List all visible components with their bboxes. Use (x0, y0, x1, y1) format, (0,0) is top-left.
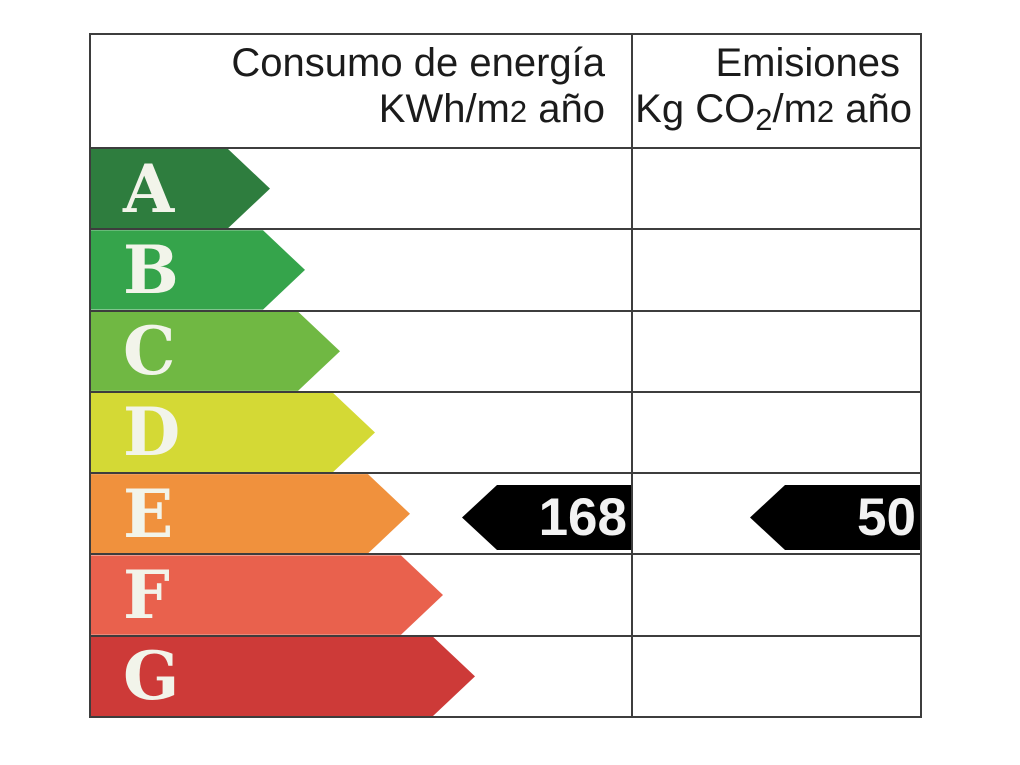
energy-value: 168 (538, 488, 627, 547)
emissions-header-units: Kg CO2/m2 año (633, 86, 912, 137)
emissions-header-title: Emisiones (715, 41, 900, 85)
table-header: Consumo de energía KWh/m2 año Emisiones … (91, 35, 920, 149)
rating-letter-a: A (123, 149, 175, 228)
energy-value-arrow: 168 (462, 485, 631, 550)
energy-header-units: KWh/m2 año (91, 86, 605, 135)
rating-row-c: C (91, 312, 920, 393)
rating-arrow-d: D (91, 393, 375, 472)
rating-arrow-g: G (91, 637, 475, 716)
rating-row-e: E (91, 474, 920, 556)
emissions-column-header: Emisiones Kg CO2/m2 año (633, 35, 920, 147)
emissions-unit-subscript: 2 (755, 102, 773, 137)
emissions-unit-exponent: 2 (816, 94, 835, 129)
rating-arrow-b: B (91, 230, 305, 309)
energy-unit-pre: KWh/m (378, 87, 510, 131)
energy-unit-post: año (527, 87, 605, 131)
rating-row-a: A (91, 149, 920, 231)
rating-arrow-f: F (91, 555, 443, 634)
emissions-unit-pre: Kg CO (635, 87, 756, 131)
column-divider (631, 149, 633, 716)
emissions-unit-post: año (834, 87, 912, 131)
rating-row-f: F (91, 555, 920, 637)
energy-unit-exponent: 2 (509, 94, 528, 129)
energy-column-header: Consumo de energía KWh/m2 año (91, 35, 633, 147)
rating-row-b: B (91, 230, 920, 312)
emissions-unit-mid: /m (772, 87, 817, 131)
rating-letter-b: B (123, 230, 179, 309)
emissions-value: 50 (857, 488, 916, 547)
rating-arrow-e: E (91, 474, 410, 553)
emissions-value-arrow: 50 (750, 485, 920, 550)
rating-letter-e: E (123, 474, 174, 553)
rating-letter-c: C (123, 312, 176, 391)
energy-header-title: Consumo de energía (231, 41, 605, 85)
rating-row-d: D (91, 393, 920, 475)
rating-arrow-a: A (91, 149, 270, 228)
rating-letter-g: G (123, 637, 180, 716)
rating-arrow-c: C (91, 312, 340, 391)
rating-table: Consumo de energía KWh/m2 año Emisiones … (89, 33, 922, 718)
rating-letter-f: F (123, 556, 170, 635)
rating-row-g: G (91, 637, 920, 716)
rating-letter-d: D (123, 393, 181, 472)
